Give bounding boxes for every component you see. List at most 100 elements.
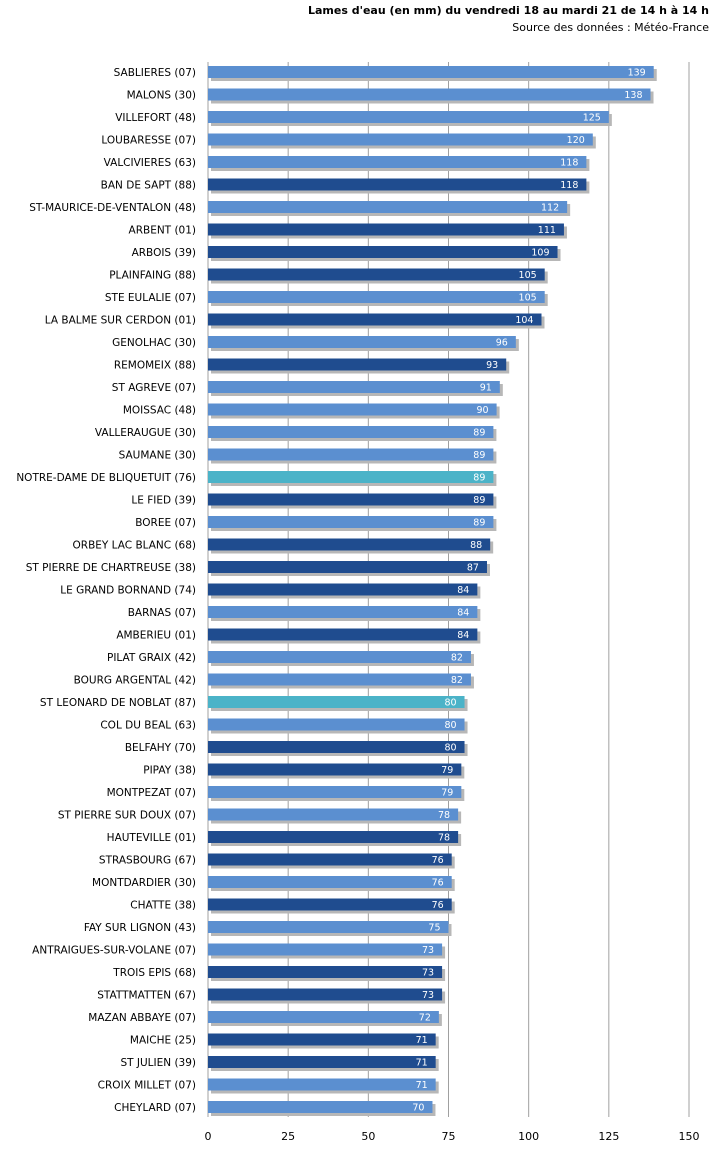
data-label: 78: [438, 833, 450, 844]
category-label: BELFAHY (70): [125, 742, 196, 754]
data-label: 89: [473, 473, 485, 484]
bar: [208, 651, 471, 663]
bar: [208, 493, 494, 506]
category-label: COL DU BEAL (63): [100, 720, 196, 732]
chart-title: Lames d'eau (en mm) du vendredi 18 au ma…: [307, 4, 709, 17]
category-label: PLAINFAING (88): [109, 270, 196, 282]
bar: [208, 111, 609, 123]
bar: [208, 876, 452, 888]
data-label: 75: [428, 923, 440, 934]
data-label: 78: [438, 810, 450, 821]
bar: [208, 246, 558, 258]
category-label: ST JULIEN (39): [120, 1057, 196, 1069]
bar: [208, 561, 487, 573]
category-labels: SABLIERES (07) MALONS (30) VILLEFORT (48) L…: [16, 67, 196, 1114]
bar: [208, 673, 471, 686]
bar: [208, 898, 452, 911]
category-label: MAZAN ABBAYE (07): [88, 1012, 196, 1024]
category-label: FAY SUR LIGNON (43): [84, 922, 196, 934]
bar: [208, 291, 545, 303]
data-label: 84: [457, 585, 469, 596]
bar: [208, 988, 443, 1001]
category-label: MONTDARDIER (30): [92, 877, 196, 889]
data-label: 89: [473, 495, 485, 506]
data-label: 91: [480, 383, 492, 394]
bar: [208, 223, 564, 236]
bar: [208, 403, 497, 416]
category-label: CROIX MILLET (07): [98, 1080, 196, 1092]
bar: [208, 201, 568, 213]
data-label: 76: [432, 900, 444, 911]
bar: [208, 66, 654, 78]
bar: [208, 696, 465, 708]
x-tick-label: 100: [518, 1130, 539, 1143]
data-label: 82: [451, 653, 463, 664]
data-label: 79: [441, 765, 453, 776]
chart-source: Source des données : Météo-France: [512, 21, 709, 34]
bar: [208, 178, 587, 191]
category-label: VILLEFORT (48): [115, 112, 196, 124]
data-label: 111: [538, 225, 556, 236]
data-label: 87: [467, 563, 479, 574]
category-label: MALONS (30): [127, 90, 196, 102]
data-label: 120: [567, 135, 585, 146]
data-label: 109: [531, 248, 549, 259]
data-label: 138: [624, 90, 642, 101]
data-label: 84: [457, 608, 469, 619]
data-label: 89: [473, 450, 485, 461]
category-label: SABLIERES (07): [114, 67, 196, 79]
data-label: 112: [541, 203, 559, 214]
data-label: 79: [441, 788, 453, 799]
category-label: VALCIVIERES (63): [104, 157, 196, 169]
category-label: ARBOIS (39): [132, 247, 196, 259]
bar: [208, 448, 494, 461]
bar: [208, 1078, 436, 1091]
data-label: 71: [416, 1035, 428, 1046]
category-label: LE FIED (39): [131, 495, 196, 507]
bar: [208, 808, 459, 821]
bar: [208, 381, 500, 393]
data-label: 76: [432, 878, 444, 889]
data-label: 73: [422, 968, 434, 979]
category-label: STATTMATTEN (67): [97, 990, 196, 1002]
data-label: 88: [470, 540, 482, 551]
data-label: 73: [422, 990, 434, 1001]
data-label: 104: [515, 315, 533, 326]
category-label: STE EULALIE (07): [105, 292, 196, 304]
bar: [208, 786, 462, 798]
data-label: 76: [432, 855, 444, 866]
bar: [208, 763, 462, 776]
x-tick-label: 75: [442, 1130, 456, 1143]
bar: [208, 1056, 436, 1068]
category-label: BAN DE SAPT (88): [101, 180, 196, 192]
category-label: ORBEY LAC BLANC (68): [73, 540, 196, 552]
category-label: ANTRAIGUES-SUR-VOLANE (07): [32, 945, 196, 957]
category-label: PIPAY (38): [143, 765, 196, 777]
bar: [208, 943, 443, 956]
category-label: PILAT GRAIX (42): [107, 652, 196, 664]
category-label: STRASBOURG (67): [99, 855, 196, 867]
category-label: BARNAS (07): [128, 607, 196, 619]
data-label: 139: [628, 68, 646, 79]
bar: [208, 966, 443, 978]
category-label: CHATTE (38): [130, 900, 196, 912]
bar: [208, 718, 465, 731]
bar: [208, 583, 478, 596]
bar: [208, 921, 449, 933]
data-label: 73: [422, 945, 434, 956]
category-label: REMOMEIX (88): [114, 360, 196, 372]
bar: [208, 606, 478, 618]
data-label: 125: [583, 113, 601, 124]
category-label: LA BALME SUR CERDON (01): [45, 315, 196, 327]
data-label: 80: [444, 698, 456, 709]
category-label: VALLERAUGUE (30): [95, 427, 196, 439]
data-label: 80: [444, 743, 456, 754]
data-label: 89: [473, 428, 485, 439]
category-label: MAICHE (25): [130, 1035, 196, 1047]
data-label: 90: [477, 405, 489, 416]
category-label: LOUBARESSE (07): [101, 135, 196, 147]
data-label: 84: [457, 630, 469, 641]
category-label: TROIS EPIS (68): [112, 967, 196, 979]
data-label: 70: [412, 1103, 424, 1114]
category-label: ST PIERRE SUR DOUX (07): [58, 810, 196, 822]
